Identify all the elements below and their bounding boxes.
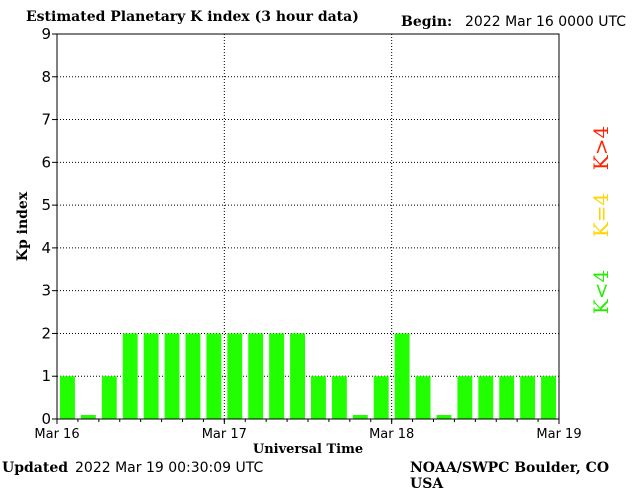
kp-bar — [415, 376, 431, 419]
kp-bar — [122, 333, 138, 419]
x-axis-label: Universal Time — [253, 442, 363, 457]
kp-bar — [248, 333, 264, 419]
kp-bar — [520, 376, 536, 419]
y-axis-label: Kp index — [15, 191, 31, 261]
y-tick-label: 6 — [41, 153, 51, 171]
kp-bar — [60, 376, 75, 419]
y-tick-label: 2 — [41, 324, 51, 342]
kp-bar — [457, 376, 473, 419]
kp-bar — [269, 333, 285, 419]
bars — [60, 333, 556, 419]
kp-bar — [352, 415, 368, 419]
kp-bar — [331, 376, 347, 419]
kp-bar — [290, 333, 305, 419]
y-tick-label: 4 — [41, 239, 51, 257]
kp-bar — [227, 333, 243, 419]
x-tick-label: Mar 19 — [536, 427, 581, 442]
kp-bar — [394, 333, 410, 419]
y-tick-label: 1 — [41, 367, 51, 385]
kp-bar — [436, 415, 452, 419]
y-tick-label: 9 — [41, 25, 51, 43]
y-tick-label: 8 — [41, 68, 51, 86]
y-tick-label: 0 — [41, 410, 51, 428]
kp-bar — [499, 376, 515, 419]
kp-bar — [185, 333, 201, 419]
kp-bar — [311, 376, 326, 419]
axis-ticks: 0 1 2 3 4 5 6 7 8 9 Mar 16 Mar 17 Mar 18 Mar 19 — [34, 25, 581, 442]
kp-chart: 0 1 2 3 4 5 6 7 8 9 Mar 16 Mar 17 Mar 18 Mar 19 Kp in… — [15, 25, 613, 457]
chart-title: Estimated Planetary K index (3 hour data… — [26, 9, 359, 25]
x-tick-label: Mar 16 — [34, 427, 79, 442]
legend-entry: K>4 — [589, 126, 613, 170]
kp-bar — [478, 376, 494, 419]
begin-label: Begin: — [401, 14, 453, 30]
kp-bar — [101, 376, 117, 419]
y-tick-label: 5 — [41, 196, 51, 214]
grid-lines — [57, 34, 559, 419]
y-tick-label: 7 — [41, 111, 51, 129]
x-tick-label: Mar 18 — [369, 427, 414, 442]
y-tick-label: 3 — [41, 282, 51, 300]
kp-bar — [206, 333, 222, 419]
credit-text: NOAA/SWPC Boulder, CO USA — [410, 460, 610, 492]
legend-entry: K<4 — [589, 270, 613, 314]
kp-bar — [143, 333, 159, 419]
kp-bar — [373, 376, 389, 419]
legend-entry: K=4 — [589, 193, 613, 237]
updated-label: Updated — [2, 460, 69, 476]
x-tick-label: Mar 17 — [202, 427, 247, 442]
begin-value: 2022 Mar 16 0000 UTC — [465, 14, 627, 30]
updated-value: 2022 Mar 19 00:30:09 UTC — [75, 460, 264, 476]
kp-bar — [541, 376, 556, 419]
kp-bar — [164, 333, 180, 419]
legend: K>4 K=4 K<4 — [589, 126, 613, 314]
kp-bar — [80, 415, 96, 419]
